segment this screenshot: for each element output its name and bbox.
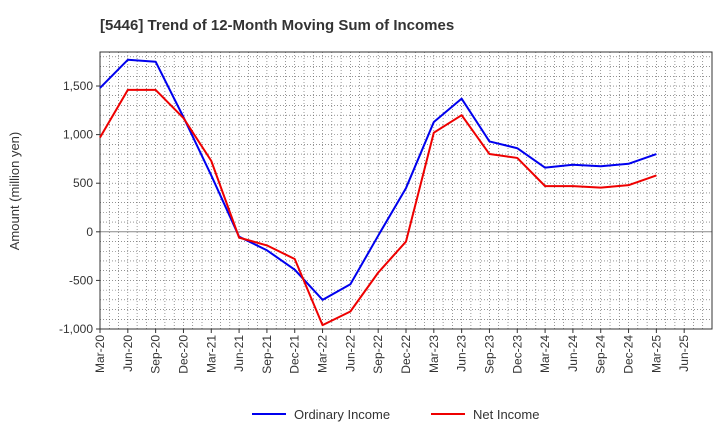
x-tick-label: Dec-23 <box>510 335 524 374</box>
x-tick-label: Sep-20 <box>149 335 163 374</box>
x-tick-label: Jun-21 <box>232 335 246 372</box>
x-tick-labels: Mar-20 Jun-20 Sep-20 Dec-20 Mar-21 Jun-21 Sep-… <box>93 335 691 374</box>
legend-label-ordinary-income: Ordinary Income <box>294 407 390 422</box>
x-tick-label: Mar-24 <box>538 335 552 373</box>
series-layer <box>99 58 657 327</box>
x-tick-label: Mar-21 <box>204 335 218 373</box>
x-tick-label: Jun-24 <box>566 335 580 372</box>
series-line-net-income <box>99 88 657 327</box>
y-tick-label: 500 <box>73 176 93 190</box>
y-tick-label: 1,000 <box>63 128 93 142</box>
y-tick-label: -500 <box>69 273 93 287</box>
y-tick-label: -1,000 <box>59 322 93 336</box>
axes-layer <box>96 51 713 333</box>
x-tick-label: Dec-20 <box>176 335 190 374</box>
legend: Ordinary Income Net Income <box>252 407 539 422</box>
x-tick-label: Jun-23 <box>455 335 469 372</box>
x-tick-label: Mar-25 <box>649 335 663 373</box>
series-line-ordinary-income <box>99 58 657 301</box>
x-tick-label: Sep-22 <box>371 335 385 374</box>
y-tick-label: 0 <box>86 225 93 239</box>
x-tick-label: Sep-24 <box>594 335 608 374</box>
x-tick-label: Mar-20 <box>93 335 107 373</box>
grid-layer <box>100 52 712 330</box>
y-tick-labels: -1,000 -500 0 500 1,000 1,500 <box>59 79 93 336</box>
x-tick-label: Jun-22 <box>343 335 357 372</box>
x-tick-label: Mar-22 <box>316 335 330 373</box>
chart-title: [5446] Trend of 12-Month Moving Sum of I… <box>100 17 454 34</box>
x-tick-label: Dec-22 <box>399 335 413 374</box>
y-axis-label: Amount (million yen) <box>7 132 22 251</box>
x-tick-label: Dec-24 <box>622 335 636 374</box>
y-tick-label: 1,500 <box>63 79 93 93</box>
x-tick-label: Dec-21 <box>288 335 302 374</box>
x-tick-label: Mar-23 <box>427 335 441 373</box>
legend-label-net-income: Net Income <box>473 407 539 422</box>
x-tick-label: Sep-23 <box>482 335 496 374</box>
x-tick-label: Sep-21 <box>260 335 274 374</box>
x-tick-label: Jun-20 <box>121 335 135 372</box>
x-tick-label: Jun-25 <box>677 335 691 372</box>
